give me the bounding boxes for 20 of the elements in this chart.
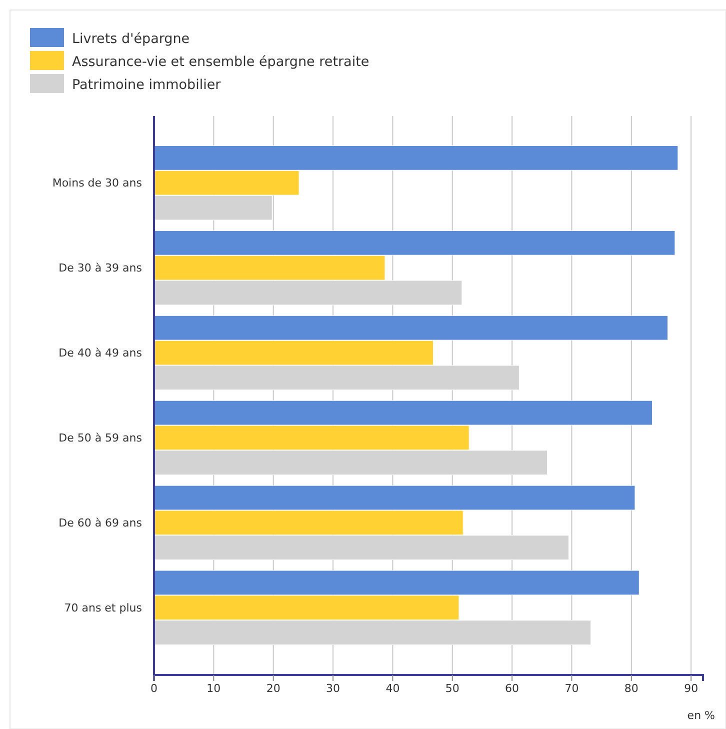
- x-tick-label: 10: [206, 682, 221, 695]
- legend-label: Patrimoine immobilier: [72, 77, 222, 93]
- y-tick-label: De 60 à 69 ans: [58, 516, 142, 530]
- legend-label: Livrets d'épargne: [72, 31, 190, 47]
- x-tick-label: 30: [326, 682, 340, 695]
- y-tick-label: Moins de 30 ans: [52, 176, 142, 190]
- x-axis-title: en %: [687, 709, 715, 722]
- x-tick-label: 50: [445, 682, 460, 695]
- y-tick-label: De 50 à 59 ans: [58, 431, 142, 444]
- legend-label: Assurance-vie et ensemble épargne retraite: [72, 54, 370, 70]
- y-tick-label: De 40 à 49 ans: [58, 346, 142, 360]
- x-tick-label: 60: [505, 682, 520, 695]
- y-tick-label: De 30 à 39 ans: [58, 262, 142, 275]
- x-tick-label: 90: [684, 682, 698, 695]
- x-tick-label: 80: [624, 682, 638, 695]
- x-tick-label: 20: [266, 682, 280, 695]
- x-tick-label: 40: [386, 682, 400, 695]
- y-tick-label: 70 ans et plus: [64, 601, 142, 614]
- x-tick-label: 70: [564, 682, 579, 695]
- x-tick-label: 0: [150, 682, 158, 695]
